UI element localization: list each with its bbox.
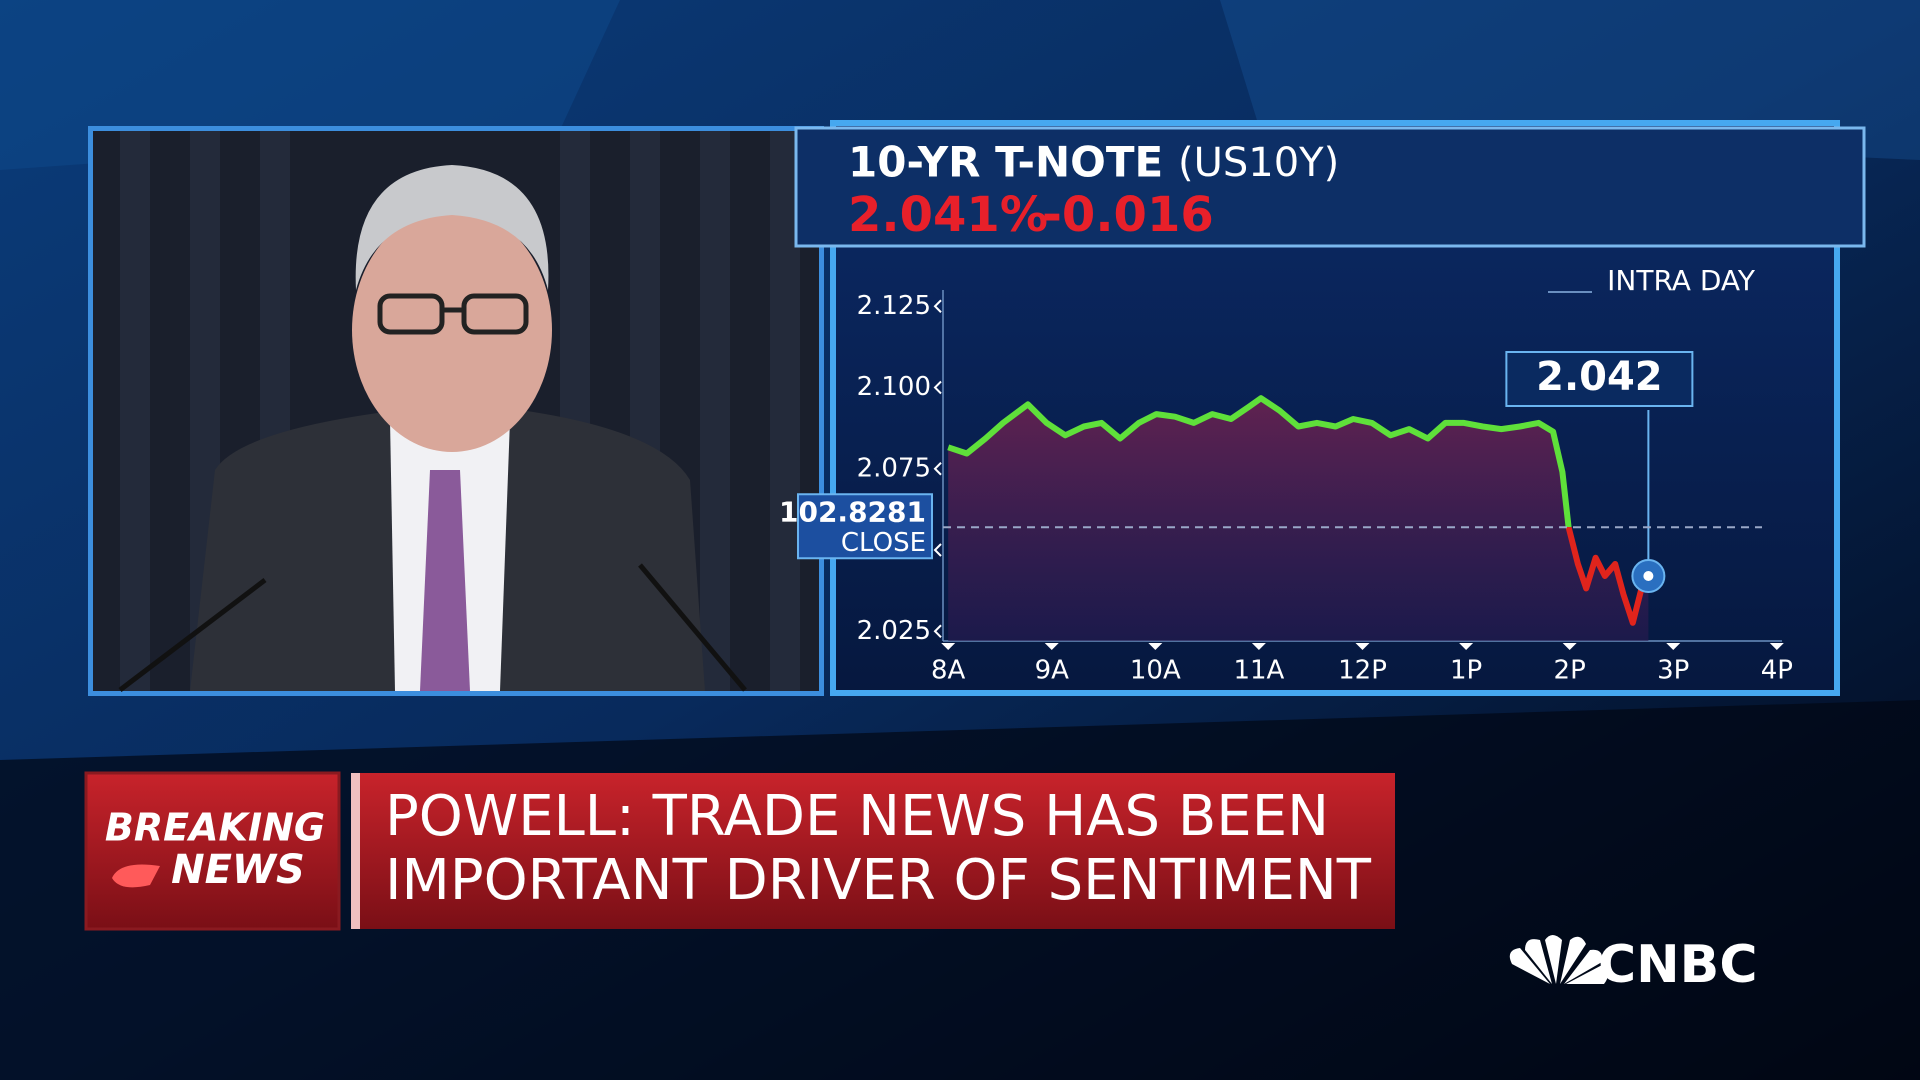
- y-tick-label: 2.075: [857, 453, 931, 483]
- x-tick: [1251, 643, 1266, 650]
- x-tick-label: 10A: [1130, 656, 1181, 686]
- face: [352, 208, 552, 452]
- x-tick-label: 12P: [1338, 656, 1387, 686]
- headline-line1: POWELL: TRADE NEWS HAS BEEN: [385, 784, 1329, 849]
- close-label: CLOSE: [841, 528, 926, 558]
- y-tick-label: 2.125: [857, 291, 931, 321]
- x-tick: [1769, 643, 1784, 650]
- tie: [420, 470, 470, 691]
- ticker-change: -0.016: [1042, 187, 1214, 243]
- breaking-tag: [84, 771, 341, 931]
- ticker-yield: 2.041%: [848, 187, 1048, 243]
- x-tick: [1459, 643, 1474, 650]
- x-tick-label: 11A: [1233, 656, 1284, 686]
- y-tick-label: 2.025: [857, 616, 931, 646]
- y-tick: [933, 299, 942, 313]
- breaking-line2: NEWS: [171, 847, 305, 893]
- glasses: [377, 293, 529, 335]
- ticker-name: 10-YR T-NOTE: [848, 138, 1163, 187]
- headline-box: [351, 773, 1395, 929]
- x-tick-label: 8A: [931, 656, 966, 686]
- x-tick-label: 1P: [1450, 656, 1482, 686]
- x-tick-label: 2P: [1554, 656, 1586, 686]
- x-tick: [1148, 643, 1163, 650]
- logo-text: CNBC: [1598, 935, 1757, 995]
- y-tick: [933, 624, 942, 638]
- microphones: [118, 563, 747, 692]
- last-value-label: 2.042: [1536, 354, 1663, 400]
- x-tick-label: 9A: [1035, 656, 1070, 686]
- price-line: [947, 395, 1651, 626]
- hair: [355, 165, 549, 290]
- x-tick: [1666, 643, 1681, 650]
- plot: 2.0252.0502.0752.1002.1258A9A10A11A12P1P…: [779, 290, 1793, 686]
- breaking-line1: BREAKING: [105, 806, 325, 850]
- x-tick: [1355, 643, 1370, 650]
- last-dot: [1643, 571, 1654, 581]
- close-price: 102.8281: [779, 495, 926, 528]
- x-tick-label: 4P: [1761, 656, 1793, 686]
- x-tick: [1044, 643, 1059, 650]
- ticker-symbol: (US10Y): [1178, 140, 1339, 186]
- peacock-logo: [1509, 935, 1608, 984]
- x-tick: [1562, 643, 1577, 650]
- y-tick-label: 2.100: [857, 372, 931, 402]
- last-label-box: [1505, 351, 1694, 407]
- y-tick: [933, 543, 942, 557]
- x-tick: [941, 643, 956, 650]
- x-tick-label: 3P: [1657, 656, 1689, 686]
- chart-subtitle: INTRA DAY: [1607, 264, 1756, 297]
- close-box: [797, 493, 933, 560]
- y-tick: [933, 462, 942, 476]
- area: [948, 398, 1649, 641]
- headline-accent: [351, 773, 360, 929]
- headline-line2: IMPORTANT DRIVER OF SENTIMENT: [385, 848, 1372, 913]
- swoosh: [112, 864, 160, 888]
- ticker-header: [794, 126, 1866, 248]
- y-tick: [933, 380, 942, 395]
